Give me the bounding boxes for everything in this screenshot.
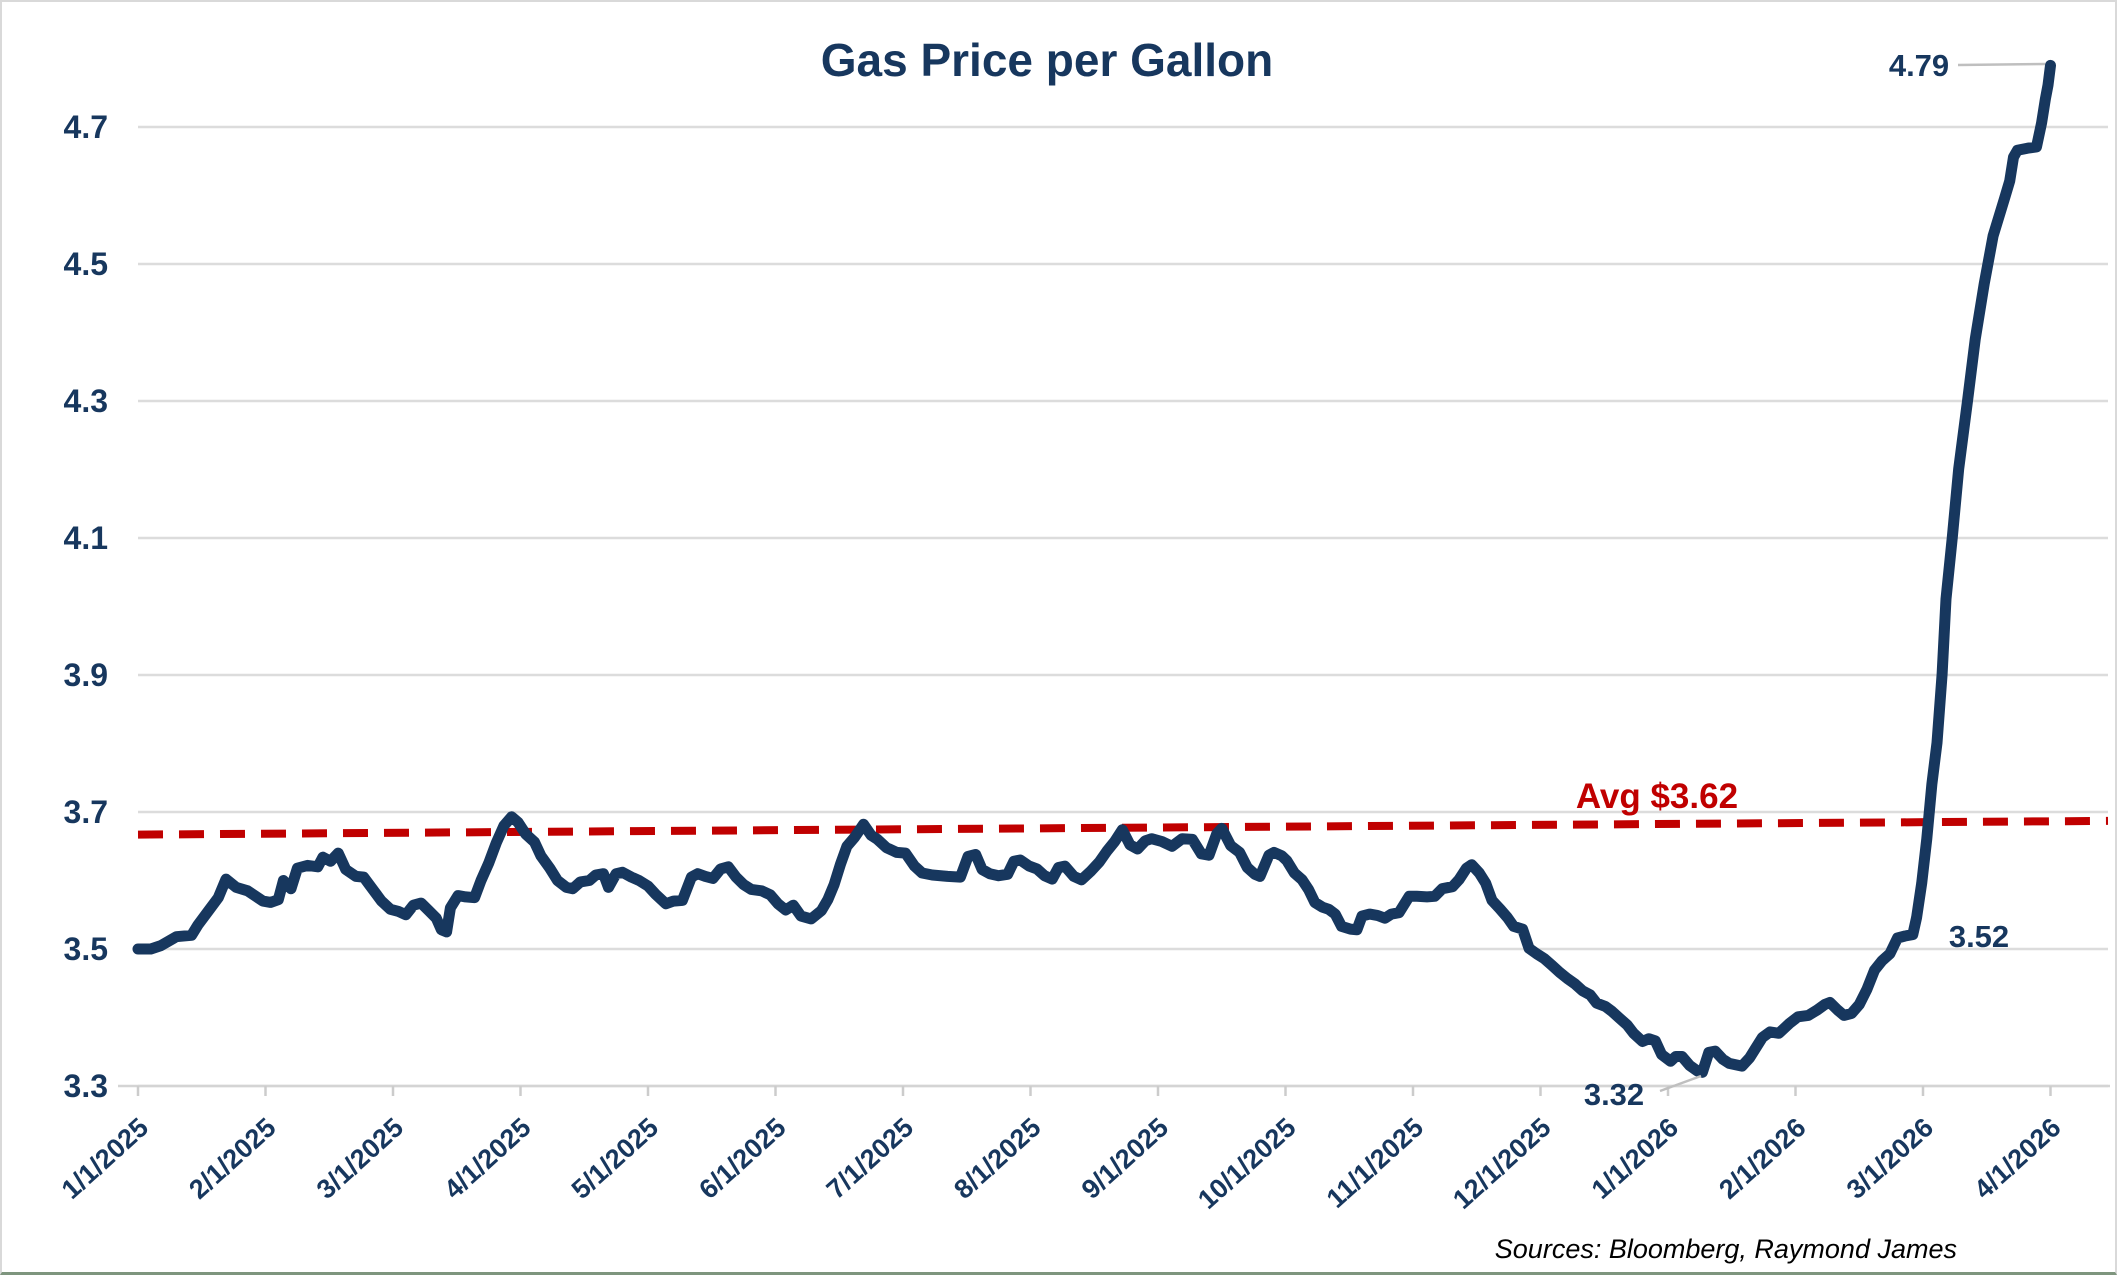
x-tick-label-6/1/2025: 6/1/2025	[693, 1112, 791, 1205]
low-value-annotation: 3.32	[1584, 1077, 1644, 1112]
y-tick-label-3.3: 3.3	[64, 1068, 108, 1104]
gas-price-line	[132, 59, 2056, 1078]
gridlines	[138, 125, 2108, 1088]
x-tick-label-1/1/2025: 1/1/2025	[56, 1112, 154, 1205]
y-axis-tick-labels: 4.7 4.5 4.3 4.1 3.9 3.7 3.5 3.3	[64, 109, 108, 1104]
source-note: Sources: Bloomberg, Raymond James	[1495, 1234, 1957, 1264]
y-tick-label-3.9: 3.9	[64, 657, 108, 693]
x-tick-label-12/1/2025: 12/1/2025	[1447, 1112, 1556, 1215]
y-tick-label-3.5: 3.5	[64, 931, 108, 967]
y-tick-label-4.5: 4.5	[64, 246, 108, 282]
average-line-label: Avg $3.62	[1576, 777, 1738, 816]
x-axis	[118, 1084, 2110, 1096]
leader-line-low-value	[1659, 1074, 1702, 1093]
x-tick-label-3/1/2025: 3/1/2025	[311, 1112, 409, 1205]
price-line-series	[132, 59, 2056, 1078]
leader-line-end-value	[1957, 62, 2046, 67]
chart-title: Gas Price per Gallon	[821, 34, 1274, 86]
x-tick-label-5/1/2025: 5/1/2025	[566, 1112, 664, 1205]
end-value-annotation: 4.79	[1889, 48, 1949, 83]
x-tick-label-4/1/2025: 4/1/2025	[438, 1112, 536, 1205]
x-tick-label-10/1/2025: 10/1/2025	[1192, 1112, 1301, 1215]
y-tick-label-4.7: 4.7	[64, 109, 108, 145]
annotation-leader-lines	[1659, 62, 2046, 1093]
x-tick-label-1/1/2026: 1/1/2026	[1586, 1112, 1684, 1205]
y-tick-label-4.3: 4.3	[64, 383, 108, 419]
x-tick-label-9/1/2025: 9/1/2025	[1076, 1112, 1174, 1205]
x-axis-tick-labels: 1/1/2025 2/1/2025 3/1/2025 4/1/2025 5/1/2025…	[56, 1112, 2067, 1215]
pre-spike-value-annotation: 3.52	[1949, 919, 2009, 954]
x-tick-label-2/1/2026: 2/1/2026	[1713, 1112, 1811, 1205]
x-tick-label-11/1/2025: 11/1/2025	[1321, 1112, 1429, 1214]
x-tick-label-4/1/2026: 4/1/2026	[1968, 1112, 2066, 1205]
x-tick-label-8/1/2025: 8/1/2025	[948, 1112, 1046, 1205]
x-tick-label-7/1/2025: 7/1/2025	[821, 1112, 919, 1205]
y-tick-label-3.7: 3.7	[64, 794, 108, 830]
x-tick-label-3/1/2026: 3/1/2026	[1841, 1112, 1939, 1205]
x-tick-label-2/1/2025: 2/1/2025	[183, 1112, 281, 1205]
y-tick-label-4.1: 4.1	[64, 520, 108, 556]
